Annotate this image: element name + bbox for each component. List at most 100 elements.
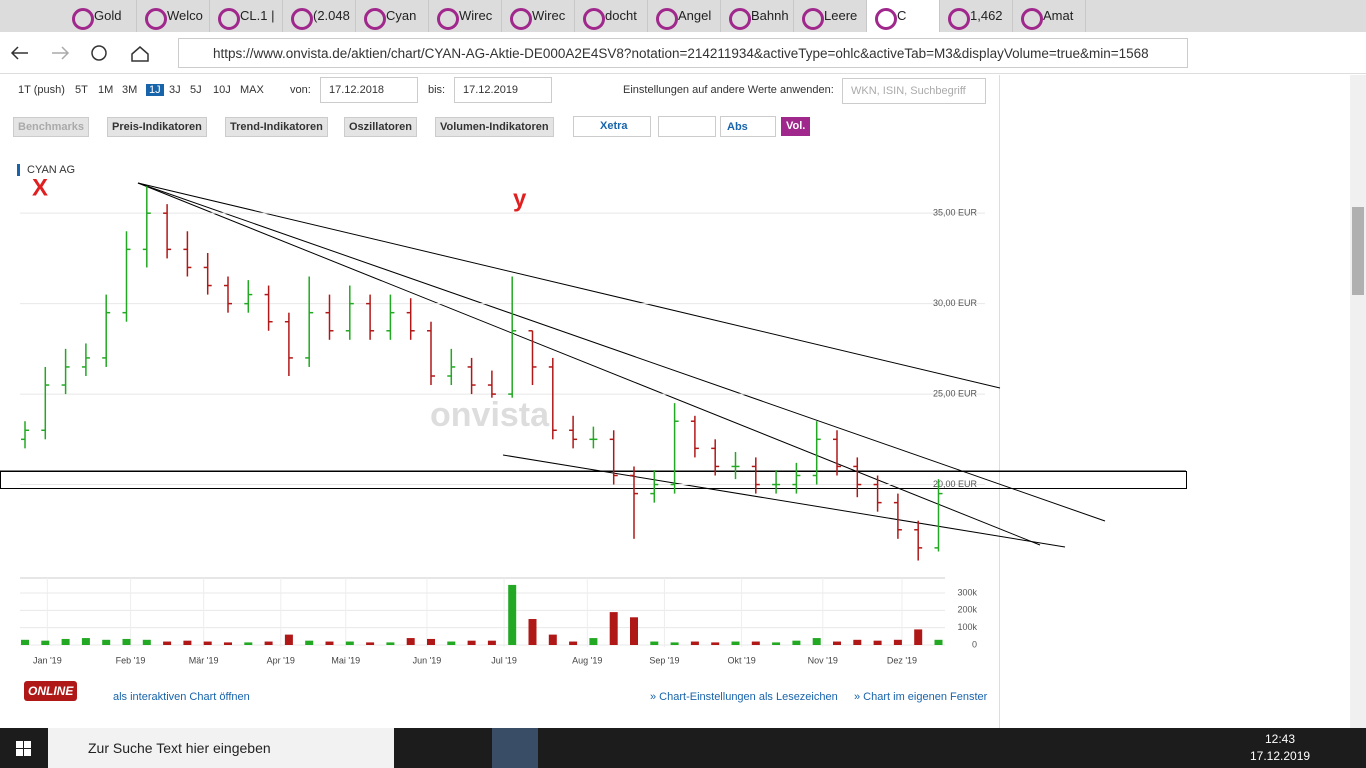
tab-bar: Gold Welco CL.1 | (2.048 Cyan Wirec Wirec docht…: [0, 0, 1366, 32]
volume-bar: [873, 640, 882, 645]
volume-bar: [609, 612, 618, 645]
volume-bar: [264, 641, 273, 645]
y-tick-label: 25,00 EUR: [933, 388, 978, 398]
y-tick-label: 30,00 EUR: [933, 298, 978, 308]
x-tick-label: Mai '19: [331, 655, 360, 665]
tab[interactable]: Gold: [64, 0, 137, 32]
search-box[interactable]: Zur Suche Text hier eingeben: [48, 728, 394, 768]
volume-bar: [751, 641, 760, 645]
tab[interactable]: Angel: [648, 0, 721, 32]
to-date[interactable]: 17.12.2019: [454, 77, 552, 103]
volume-bar: [812, 638, 821, 645]
start-button[interactable]: [4, 728, 44, 768]
volume-bar: [244, 642, 253, 645]
title-marker: [17, 164, 20, 176]
volume-bar: [41, 640, 50, 645]
indicator-button[interactable]: Oszillatoren: [344, 117, 417, 137]
volume-bar: [366, 642, 375, 645]
range-option[interactable]: 3J: [169, 84, 181, 96]
volume-bar: [224, 642, 232, 645]
open-link[interactable]: als interaktiven Chart öffnen: [113, 691, 250, 703]
range-option[interactable]: 5J: [190, 84, 202, 96]
volume-bar: [447, 641, 456, 645]
x-tick-label: Feb '19: [116, 655, 146, 665]
volume-bar: [690, 641, 699, 645]
volume-bar: [102, 639, 111, 645]
tab[interactable]: C: [867, 0, 940, 32]
volume-bar: [487, 640, 496, 645]
range-option[interactable]: 3M: [122, 84, 138, 96]
volume-toggle[interactable]: Vol.: [781, 117, 811, 136]
volume-bar: [772, 642, 781, 645]
tab-actions: [0, 0, 64, 32]
tab[interactable]: docht: [575, 0, 648, 32]
tab[interactable]: (2.048: [283, 0, 356, 32]
indicator-button[interactable]: Benchmarks: [13, 117, 90, 137]
tab[interactable]: 1,462: [940, 0, 1013, 32]
tab[interactable]: Leere: [794, 0, 867, 32]
y2-tick-label: 200k: [957, 605, 977, 615]
volume-bar: [284, 634, 293, 645]
tab[interactable]: Cyan: [356, 0, 429, 32]
volume-bar: [508, 584, 517, 645]
taskbar: Zur Suche Text hier eingeben 12:43 17.12…: [0, 728, 1366, 768]
tab[interactable]: Welco: [137, 0, 210, 32]
volume-bar: [548, 634, 557, 645]
from-date[interactable]: 17.12.2018: [320, 77, 418, 103]
window-link[interactable]: » Chart im eigenen Fenster: [854, 691, 988, 703]
x-tick-label: Aug '19: [572, 655, 602, 665]
x-tick-label: Apr '19: [267, 655, 295, 665]
x-tick-label: Sep '19: [649, 655, 679, 665]
range-option[interactable]: MAX: [240, 84, 264, 96]
nav-icons: [10, 45, 149, 62]
mode[interactable]: Abs: [720, 116, 776, 137]
logo: ONLINE: [24, 681, 78, 701]
volume-bar: [122, 638, 131, 645]
tab[interactable]: Wirec: [502, 0, 575, 32]
volume-bar: [21, 639, 29, 645]
volume-bar: [81, 638, 90, 645]
indicator-button[interactable]: Preis-Indikatoren: [107, 117, 207, 137]
exchange[interactable]: Xetra: [573, 116, 651, 137]
volume-bar: [406, 638, 415, 645]
trend-lines: [137, 182, 1106, 548]
volume-bar: [183, 640, 192, 645]
from-label: von:: [290, 84, 311, 96]
range-option[interactable]: 5T: [75, 84, 88, 96]
scrollbar[interactable]: [1350, 75, 1366, 728]
volume-bar: [203, 641, 212, 645]
y-tick-label: 35,00 EUR: [933, 208, 978, 218]
volume-bar: [305, 640, 314, 645]
tab[interactable]: CL.1 |: [210, 0, 283, 32]
address-bar: https://www.onvista.de/aktien/chart/CYAN…: [0, 32, 1366, 74]
volume-bar: [386, 642, 395, 645]
indicator-button[interactable]: Trend-Indikatoren: [225, 117, 328, 137]
indicator-button[interactable]: Volumen-Indikatoren: [435, 117, 554, 137]
range-option[interactable]: 1J: [146, 84, 164, 96]
volume-bar: [711, 642, 720, 645]
tab[interactable]: Bahnh: [721, 0, 794, 32]
range-option[interactable]: 1T (push): [18, 84, 65, 96]
y2-tick-label: 0: [972, 639, 977, 649]
range-option[interactable]: 10J: [213, 84, 231, 96]
tab[interactable]: Amat: [1013, 0, 1086, 32]
volume-bar: [325, 641, 334, 645]
volume-bar: [833, 641, 841, 645]
edge-app[interactable]: [492, 728, 538, 768]
y-tick-label: 20,00 EUR: [933, 479, 978, 489]
range-option[interactable]: 1M: [98, 84, 114, 96]
chart-type[interactable]: [658, 116, 716, 137]
volume-bar: [528, 619, 537, 645]
volume-bar: [792, 640, 801, 645]
volume-bar: [569, 641, 578, 645]
bookmark-link[interactable]: » Chart-Einstellungen als Lesezeichen: [650, 691, 838, 703]
search-field[interactable]: WKN, ISIN, Suchbegriff: [842, 78, 986, 104]
tab[interactable]: Wirec: [429, 0, 502, 32]
volume-bar: [853, 639, 862, 645]
annotation: X: [32, 174, 48, 201]
x-tick-label: Okt '19: [727, 655, 755, 665]
volume-bar: [163, 641, 172, 645]
to-label: bis:: [428, 84, 446, 96]
url-field[interactable]: https://www.onvista.de/aktien/chart/CYAN…: [178, 38, 1188, 68]
